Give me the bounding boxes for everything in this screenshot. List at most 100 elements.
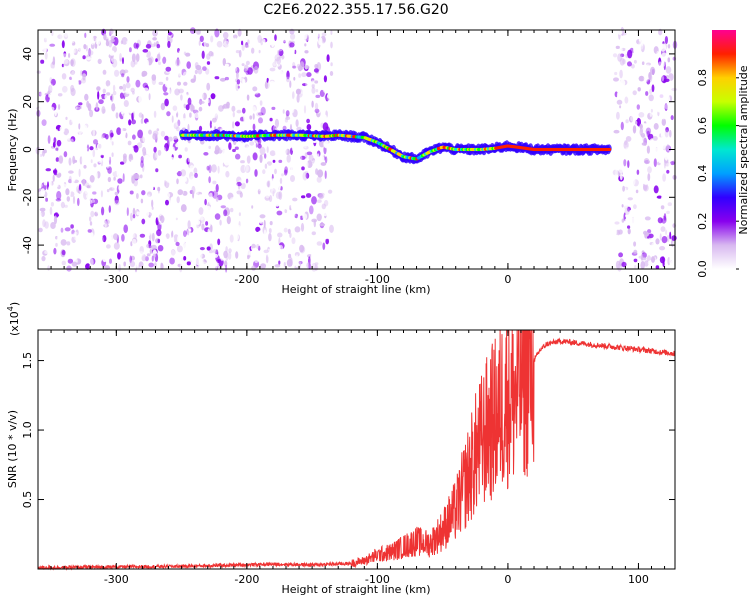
- spectrogram-noise-cell: [255, 226, 261, 232]
- spectrogram-noise-cell: [249, 232, 254, 241]
- spectrogram-noise-cell: [623, 159, 627, 167]
- spectrogram-noise-cell: [83, 164, 87, 169]
- spectrogram-noise-cell: [180, 204, 187, 213]
- spectrogram-noise-cell: [295, 88, 301, 95]
- spectrogram-noise-cell: [285, 87, 291, 91]
- spectrogram-noise-cell: [201, 84, 208, 89]
- spectrogram-noise-cell: [322, 259, 327, 264]
- spectrogram-noise-cell: [640, 256, 647, 261]
- spectrogram-noise-cell: [322, 209, 328, 217]
- spectrogram-noise-cell: [281, 161, 285, 170]
- spectrogram-noise-cell: [85, 83, 89, 89]
- spectrogram-noise-cell: [617, 30, 623, 35]
- spectrogram-noise-cell: [81, 139, 84, 144]
- spectrogram-noise-cell: [96, 143, 103, 151]
- spectrogram-noise-cell: [614, 174, 618, 178]
- spectrogram-noise-cell: [175, 165, 182, 172]
- spectrogram-noise-cell: [230, 31, 236, 36]
- spectrogram-noise-cell: [263, 249, 269, 254]
- spectrogram-noise-cell: [641, 142, 647, 146]
- spectrogram-noise-cell: [268, 139, 274, 147]
- spectrogram-noise-cell: [647, 173, 651, 182]
- spectrogram-noise-cell: [314, 64, 319, 69]
- spectrogram-noise-cell: [257, 112, 264, 116]
- spectrogram-noise-cell: [110, 95, 113, 101]
- spectrogram-noise-cell: [217, 238, 221, 246]
- spectrogram-noise-cell: [43, 180, 47, 186]
- spectrogram-noise-cell: [245, 220, 250, 229]
- spectrogram-noise-cell: [316, 153, 320, 161]
- spectrogram-noise-cell: [219, 219, 222, 226]
- spectrogram-noise-cell: [146, 253, 151, 257]
- spectrogram-noise-cell: [641, 243, 645, 249]
- spectrogram-noise-cell: [70, 59, 74, 65]
- spectrogram-xtick-label: 0: [504, 273, 511, 286]
- colorbar-tick-label: 0.0: [696, 260, 709, 278]
- spectrogram-noise-cell: [662, 61, 666, 67]
- spectrogram-noise-cell: [59, 32, 64, 41]
- spectrogram-noise-cell: [639, 128, 644, 136]
- spectrogram-noise-cell: [240, 256, 245, 263]
- spectrogram-noise-cell: [121, 234, 125, 242]
- spectrogram-noise-cell: [637, 87, 641, 92]
- spectrogram-noise-cell: [612, 53, 618, 58]
- spectrogram-noise-cell: [195, 257, 201, 266]
- spectrogram-noise-cell: [306, 72, 312, 78]
- spectrogram-noise-cell: [109, 187, 115, 191]
- spectrogram-noise-cell: [78, 80, 82, 85]
- spectrogram-noise-cell: [96, 71, 100, 77]
- spectrogram-noise-cell: [643, 123, 647, 130]
- spectrogram-noise-cell: [323, 194, 327, 199]
- spectrogram-noise-cell: [320, 104, 326, 111]
- spectrogram-noise-cell: [290, 200, 294, 210]
- spectrogram-noise-cell: [303, 32, 308, 40]
- spectrogram-noise-cell: [122, 57, 124, 65]
- spectrogram-noise-cell: [301, 195, 306, 199]
- spectrogram-noise-cell: [289, 257, 293, 267]
- spectrogram-noise-cell: [69, 187, 72, 197]
- spectrogram-noise-cell: [616, 137, 623, 146]
- spectrogram-noise-cell: [283, 249, 287, 253]
- spectrogram-noise-cell: [281, 30, 287, 37]
- spectrogram-noise-cell: [313, 68, 319, 73]
- spectrogram-noise-cell: [151, 180, 156, 190]
- spectrogram-noise-cell: [627, 76, 634, 83]
- spectrogram-noise-cell: [57, 109, 62, 115]
- spectrogram-noise-cell: [190, 117, 195, 126]
- spectrogram-noise-cell: [621, 218, 625, 223]
- spectrogram-noise-cell: [268, 228, 272, 234]
- spectrogram-noise-cell: [305, 243, 309, 252]
- spectrogram-noise-cell: [667, 44, 671, 49]
- spectrogram-noise-cell: [201, 185, 208, 195]
- spectrogram-noise-cell: [627, 225, 631, 229]
- spectrogram-noise-cell: [80, 220, 86, 224]
- spectrogram-noise-cell: [670, 206, 673, 214]
- spectrogram-noise-cell: [277, 232, 283, 238]
- spectrogram-noise-cell: [157, 212, 161, 222]
- spectrogram-noise-cell: [126, 207, 129, 217]
- spectrogram-noise-cell: [328, 148, 333, 153]
- spectrogram-noise-cell: [290, 33, 296, 40]
- spectrogram-noise-cell: [234, 146, 239, 150]
- spectrogram-noise-cell: [44, 221, 49, 229]
- spectrogram-noise-cell: [640, 261, 645, 270]
- spectrogram-noise-cell: [671, 212, 678, 219]
- spectrogram-noise-cell: [205, 43, 210, 48]
- spectrogram-noise-cell: [88, 48, 91, 57]
- spectrogram-noise-cell: [668, 162, 671, 168]
- spectrogram-noise-cell: [259, 179, 264, 188]
- spectrogram-noise-cell: [284, 92, 291, 99]
- spectrogram-noise-cell: [148, 129, 152, 135]
- spectrogram-noise-cell: [299, 106, 304, 110]
- spectrogram-noise-cell: [621, 261, 627, 268]
- spectrogram-noise-cell: [631, 195, 638, 201]
- spectrogram-noise-cell: [84, 32, 87, 38]
- spectrogram-noise-cell: [160, 146, 167, 156]
- spectrogram-noise-cell: [252, 152, 258, 161]
- spectrogram-noise-cell: [179, 62, 185, 72]
- spectrogram-noise-cell: [299, 244, 305, 253]
- spectrogram-ridge-cell: [607, 147, 612, 152]
- spectrogram-noise-cell: [257, 35, 262, 43]
- spectrogram-noise-cell: [115, 157, 121, 162]
